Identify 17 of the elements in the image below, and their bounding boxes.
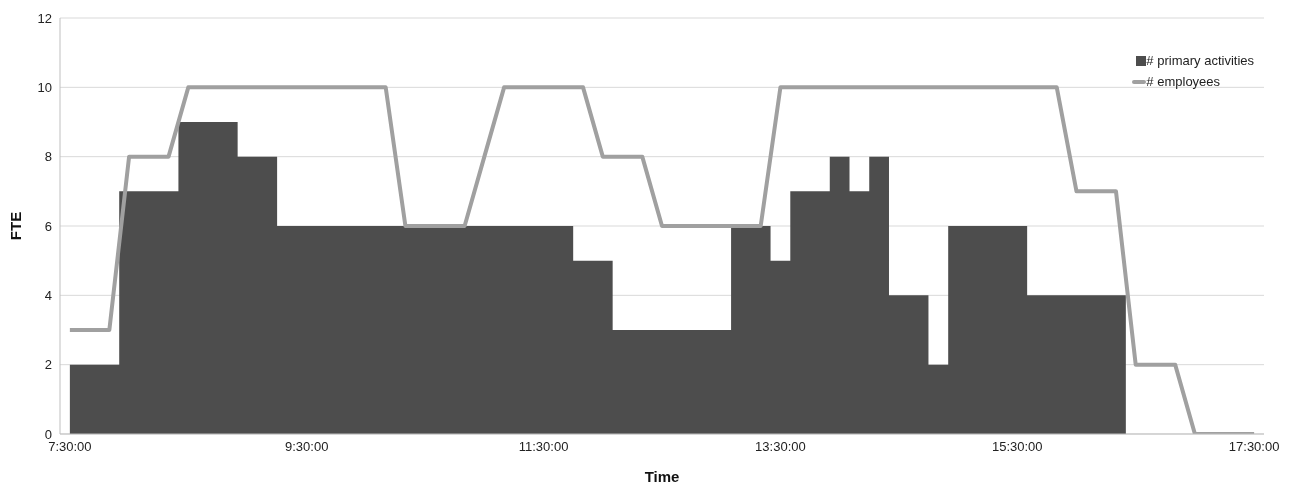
y-tick-label: 0: [44, 426, 52, 442]
y-tick-label: 10: [37, 79, 52, 95]
x-tick-label: 11:30:00: [518, 439, 569, 455]
y-tick-label: 2: [44, 357, 52, 373]
y-tick-label: 6: [44, 218, 52, 234]
x-tick-label: 9:30:00: [285, 439, 329, 455]
x-tick-label: 7:30:00: [48, 439, 92, 455]
y-tick-label: 12: [37, 10, 52, 26]
y-tick-label: 4: [44, 287, 52, 303]
y-axis-title: FTE: [7, 211, 25, 241]
x-tick-label: 13:30:00: [755, 439, 806, 455]
y-tick-label: 8: [44, 149, 52, 165]
legend-label: # primary activities: [1146, 52, 1254, 70]
x-tick-label: 15:30:00: [991, 439, 1043, 455]
x-tick-label: 17:30:00: [1228, 439, 1280, 455]
legend-label: # employees: [1146, 73, 1221, 91]
x-axis-title: Time: [644, 468, 680, 485]
